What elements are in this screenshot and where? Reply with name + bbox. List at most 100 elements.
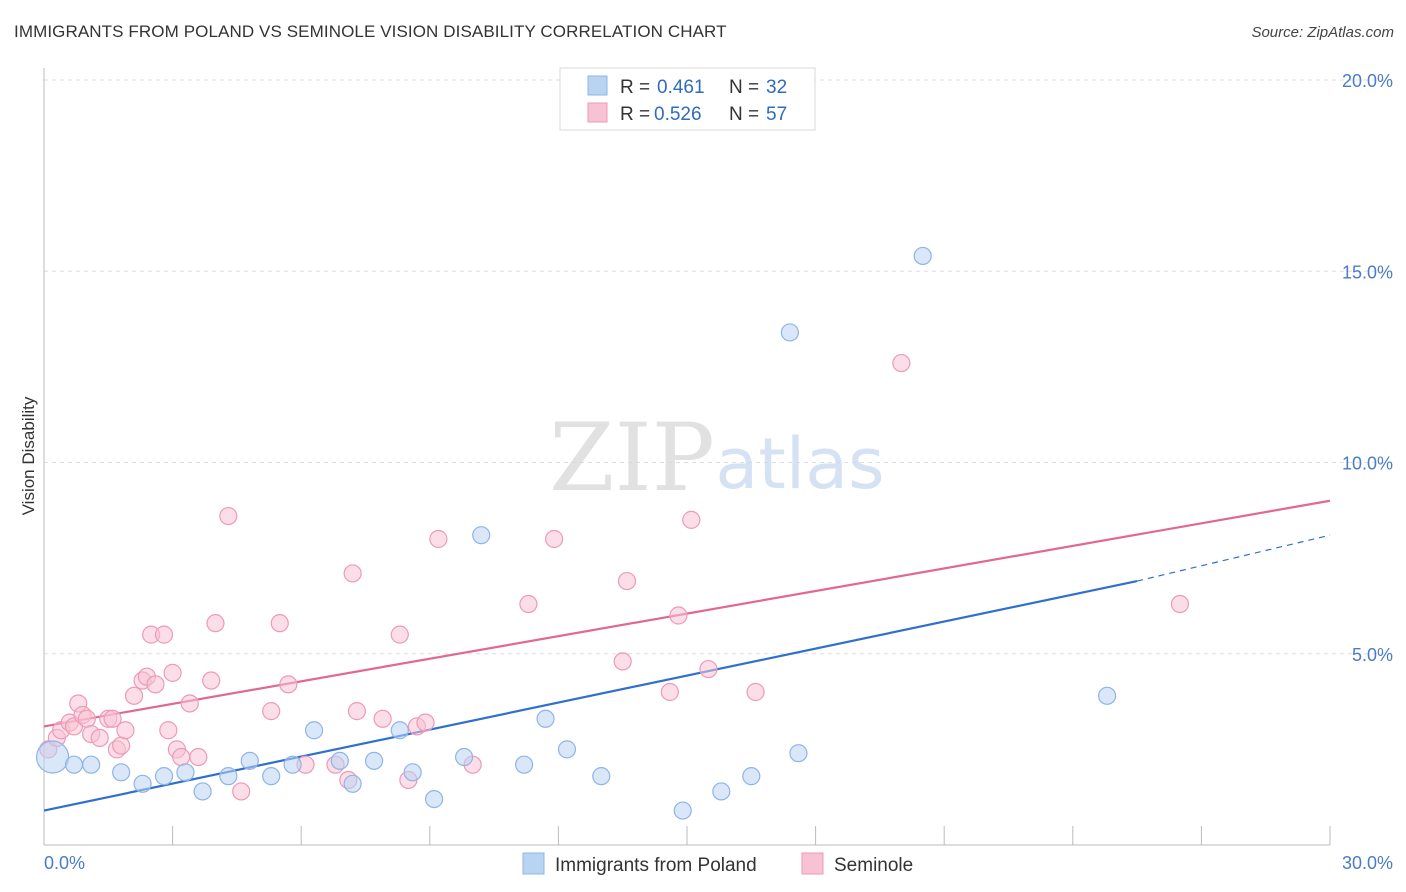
y-tick-label: 10.0%: [1342, 454, 1393, 474]
point-poland: [112, 763, 131, 782]
point-seminole: [180, 694, 199, 713]
point-poland: [403, 763, 422, 782]
point-seminole: [660, 682, 679, 702]
point-poland: [515, 755, 534, 774]
point-seminole: [232, 782, 251, 801]
y-tick-label: 20.0%: [1342, 71, 1393, 91]
point-poland: [789, 744, 808, 763]
point-poland: [913, 246, 932, 266]
point-seminole: [373, 709, 392, 728]
point-seminole: [519, 594, 538, 614]
point-poland: [712, 782, 731, 801]
bottom-legend-label-poland: Immigrants from Poland: [555, 855, 757, 876]
point-seminole: [172, 747, 191, 767]
bottom-legend-swatch-poland: [522, 852, 545, 875]
bottom-legend: Immigrants from Poland Seminole: [522, 852, 913, 876]
point-seminole: [219, 506, 238, 526]
point-poland: [364, 751, 384, 770]
trend-line-poland: [43, 579, 1138, 812]
point-poland: [240, 751, 259, 770]
point-seminole: [154, 625, 174, 644]
point-seminole: [112, 736, 131, 755]
bottom-legend-swatch-seminole: [801, 852, 824, 875]
point-seminole: [124, 686, 144, 705]
point-seminole: [613, 652, 632, 671]
point-seminole: [682, 510, 701, 529]
trend-lines: [43, 499, 1331, 812]
point-seminole: [77, 709, 96, 728]
point-poland: [35, 740, 70, 774]
point-poland: [154, 767, 174, 786]
point-seminole: [202, 671, 221, 690]
chart-source: Source: ZipAtlas.com: [1251, 24, 1394, 41]
x-tick-label-max: 30.0%: [1342, 853, 1393, 873]
y-tick-label: 15.0%: [1342, 262, 1393, 282]
point-seminole: [116, 721, 135, 740]
bottom-legend-label-seminole: Seminole: [834, 855, 913, 876]
legend-swatch-poland: [587, 75, 608, 96]
point-poland: [673, 801, 692, 820]
point-poland: [283, 755, 302, 774]
point-poland: [82, 755, 101, 774]
point-seminole: [90, 728, 109, 748]
point-poland: [390, 721, 409, 740]
point-seminole: [343, 564, 362, 583]
point-poland: [472, 526, 491, 545]
point-seminole: [746, 682, 765, 702]
point-seminole: [617, 571, 637, 591]
point-poland: [780, 323, 799, 342]
top-legend: R = 0.461 N = 32 R = 0.526 N = 57: [559, 67, 816, 131]
point-seminole: [163, 663, 182, 682]
legend-n-value-poland: 32: [766, 77, 787, 98]
point-poland: [330, 751, 349, 770]
point-seminole: [1170, 594, 1190, 614]
point-seminole: [545, 529, 564, 549]
y-tick-labels: 5.0% 10.0% 15.0% 20.0%: [1342, 71, 1393, 665]
y-tick-label: 5.0%: [1352, 645, 1393, 665]
legend-n-label-poland: N =: [729, 77, 759, 98]
point-poland: [536, 709, 555, 728]
point-seminole: [189, 747, 208, 767]
point-poland: [424, 789, 444, 809]
point-seminole: [390, 625, 409, 644]
point-seminole: [347, 702, 367, 721]
legend-swatch-seminole: [587, 102, 608, 123]
point-seminole: [159, 721, 178, 740]
point-seminole: [270, 614, 289, 633]
point-seminole: [279, 675, 298, 694]
legend-r-value-poland: 0.461: [657, 77, 705, 98]
point-poland: [592, 767, 611, 786]
point-poland: [262, 767, 281, 786]
point-seminole: [146, 675, 165, 694]
point-poland: [557, 740, 577, 759]
watermark-atlas: atlas: [715, 423, 884, 505]
point-poland: [64, 755, 84, 774]
point-seminole: [669, 606, 688, 625]
legend-n-label-seminole: N =: [729, 104, 759, 125]
x-axis-ticks: [172, 826, 1331, 845]
point-poland: [1097, 686, 1117, 705]
point-poland: [219, 767, 238, 786]
y-axis-label: Vision Disability: [19, 396, 38, 515]
point-poland: [133, 774, 152, 793]
legend-r-label-poland: R =: [620, 77, 650, 98]
point-poland: [176, 763, 195, 782]
point-seminole: [429, 529, 448, 549]
point-seminole: [892, 353, 911, 373]
x-tick-label-min: 0.0%: [44, 853, 85, 873]
trend-line-poland-extension: [1136, 534, 1331, 582]
gridlines: [44, 79, 1392, 655]
point-poland: [193, 782, 212, 801]
point-seminole: [262, 702, 281, 721]
point-seminole: [699, 659, 718, 679]
legend-n-value-seminole: 57: [766, 104, 787, 125]
point-poland: [454, 747, 474, 767]
point-poland: [343, 774, 362, 793]
point-seminole: [103, 709, 122, 728]
legend-r-value-seminole: 0.526: [654, 104, 702, 125]
point-seminole: [416, 713, 435, 732]
watermark-zip: ZIP: [549, 404, 715, 513]
chart-title: IMMIGRANTS FROM POLAND VS SEMINOLE VISIO…: [14, 22, 727, 41]
point-poland: [304, 721, 324, 740]
